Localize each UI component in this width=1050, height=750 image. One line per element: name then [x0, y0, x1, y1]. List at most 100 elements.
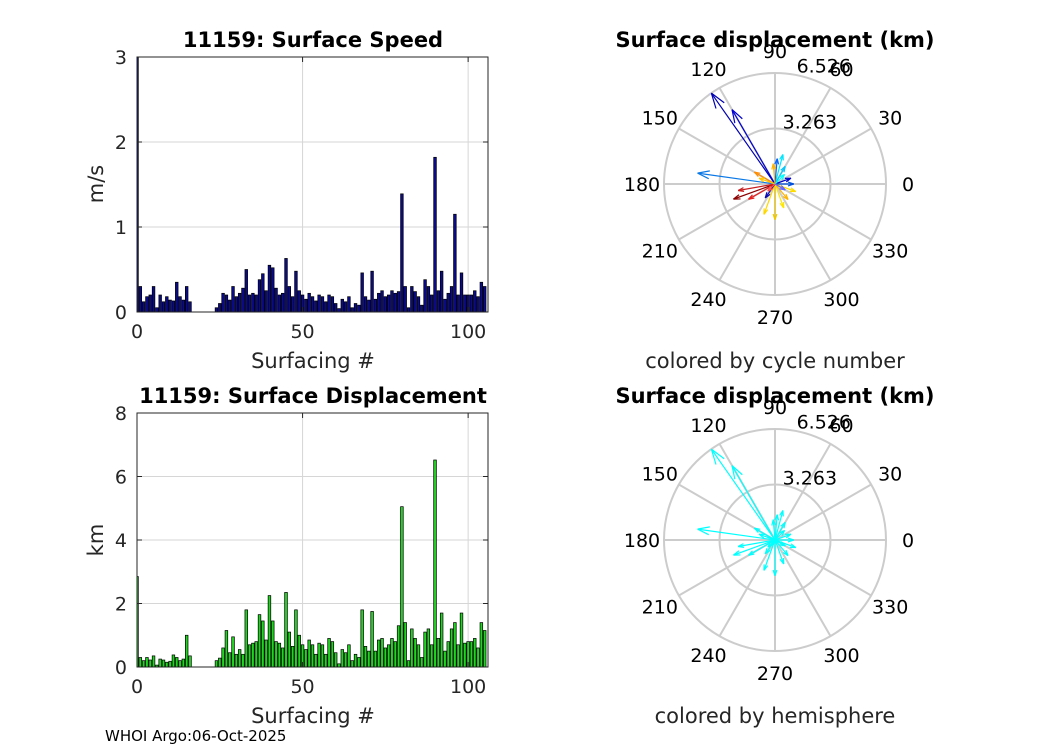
footer-credit: WHOI Argo:06-Oct-2025	[105, 727, 286, 745]
bar	[370, 611, 374, 668]
displacement-arrow	[774, 183, 786, 191]
polar-angle-label: 210	[642, 597, 678, 619]
bar	[277, 294, 282, 313]
bar	[363, 296, 368, 313]
polar-angle-label: 180	[624, 530, 660, 552]
bar	[151, 655, 156, 668]
bar	[469, 294, 474, 313]
polar-angle-label: 150	[642, 108, 678, 130]
polar-spoke	[774, 539, 832, 637]
bar	[261, 273, 265, 313]
bar	[237, 649, 242, 668]
bar	[214, 660, 219, 668]
bar	[158, 658, 162, 668]
bar	[439, 612, 444, 668]
polar-ring-label: 3.263	[783, 467, 837, 489]
bar	[247, 294, 252, 313]
bar	[353, 303, 358, 313]
y-tick-label: 4	[115, 530, 127, 552]
polar-ring-label: 6.526	[797, 412, 851, 434]
bar	[261, 620, 265, 668]
bar	[310, 296, 315, 313]
y-tick-label: 3	[115, 47, 127, 69]
bar	[264, 290, 268, 313]
bar	[175, 281, 179, 313]
bar	[224, 294, 229, 313]
displacement-y-axis-label: km	[84, 524, 108, 557]
displacement-arrow	[774, 539, 785, 565]
displacement-arrow	[774, 539, 789, 557]
bar	[297, 290, 301, 313]
polar-angle-label: 150	[642, 464, 678, 486]
bar	[476, 647, 480, 668]
bar	[168, 660, 172, 668]
bar	[413, 291, 417, 313]
bar	[151, 286, 156, 313]
bar	[380, 638, 384, 668]
displacement-arrow	[772, 184, 778, 220]
bar	[410, 628, 414, 668]
displacement-arrow	[774, 533, 792, 541]
bar	[175, 657, 179, 668]
x-tick-label: 100	[450, 321, 486, 343]
bar	[340, 649, 344, 668]
bar	[330, 296, 335, 313]
bar	[221, 647, 225, 668]
bar	[188, 655, 192, 668]
bar	[330, 641, 335, 668]
bar	[274, 287, 278, 313]
bar	[171, 300, 176, 313]
bar	[439, 270, 444, 313]
bar	[469, 641, 474, 668]
bar	[456, 294, 460, 313]
bar	[483, 286, 487, 313]
bar	[231, 286, 235, 313]
bar	[138, 657, 142, 668]
bar	[459, 612, 464, 668]
bar	[423, 279, 427, 313]
x-tick-label: 100	[450, 676, 486, 698]
axes-frame	[136, 56, 489, 313]
polar-spoke	[718, 539, 776, 637]
polar-angle-label: 240	[690, 645, 726, 667]
bar	[357, 304, 361, 313]
bar	[257, 614, 262, 668]
displacement-arrow	[771, 519, 777, 541]
bar	[383, 296, 388, 313]
x-tick-label: 0	[131, 676, 143, 698]
bar	[257, 279, 262, 313]
bar	[396, 625, 401, 668]
bar	[317, 642, 321, 668]
bar	[373, 298, 378, 313]
bar	[337, 308, 341, 313]
displacement-arrow	[774, 173, 786, 185]
polar-ring-label: 6.526	[797, 56, 851, 78]
polar-angle-label: 60	[829, 59, 853, 81]
bar	[446, 292, 450, 313]
polar-angle-label: 90	[763, 41, 787, 63]
bar	[360, 609, 364, 668]
bar	[413, 638, 417, 668]
bar	[426, 286, 431, 313]
bar	[224, 630, 229, 668]
bar	[483, 630, 487, 668]
bar	[234, 653, 239, 668]
displacement-arrow	[697, 170, 776, 185]
polar-angle-label: 90	[763, 397, 787, 419]
bar	[320, 644, 325, 668]
displacement-chart-title: 11159: Surface Displacement	[139, 384, 487, 408]
bar	[433, 156, 437, 313]
bar	[274, 641, 278, 668]
bar	[231, 636, 235, 668]
speed-chart-title: 11159: Surface Speed	[183, 28, 443, 52]
bar	[459, 272, 464, 313]
polar-angle-label: 60	[829, 415, 853, 437]
bar	[340, 298, 344, 313]
polar-angle-label: 300	[823, 289, 859, 311]
bar	[181, 658, 186, 668]
bar	[148, 294, 152, 313]
polar-cycle-plot-area: 0 30 60 90 120 150 180 210 240 270 300 330 3.263 6.52…	[624, 41, 914, 329]
bar	[390, 638, 394, 668]
bar	[436, 290, 441, 313]
bar	[254, 294, 258, 313]
